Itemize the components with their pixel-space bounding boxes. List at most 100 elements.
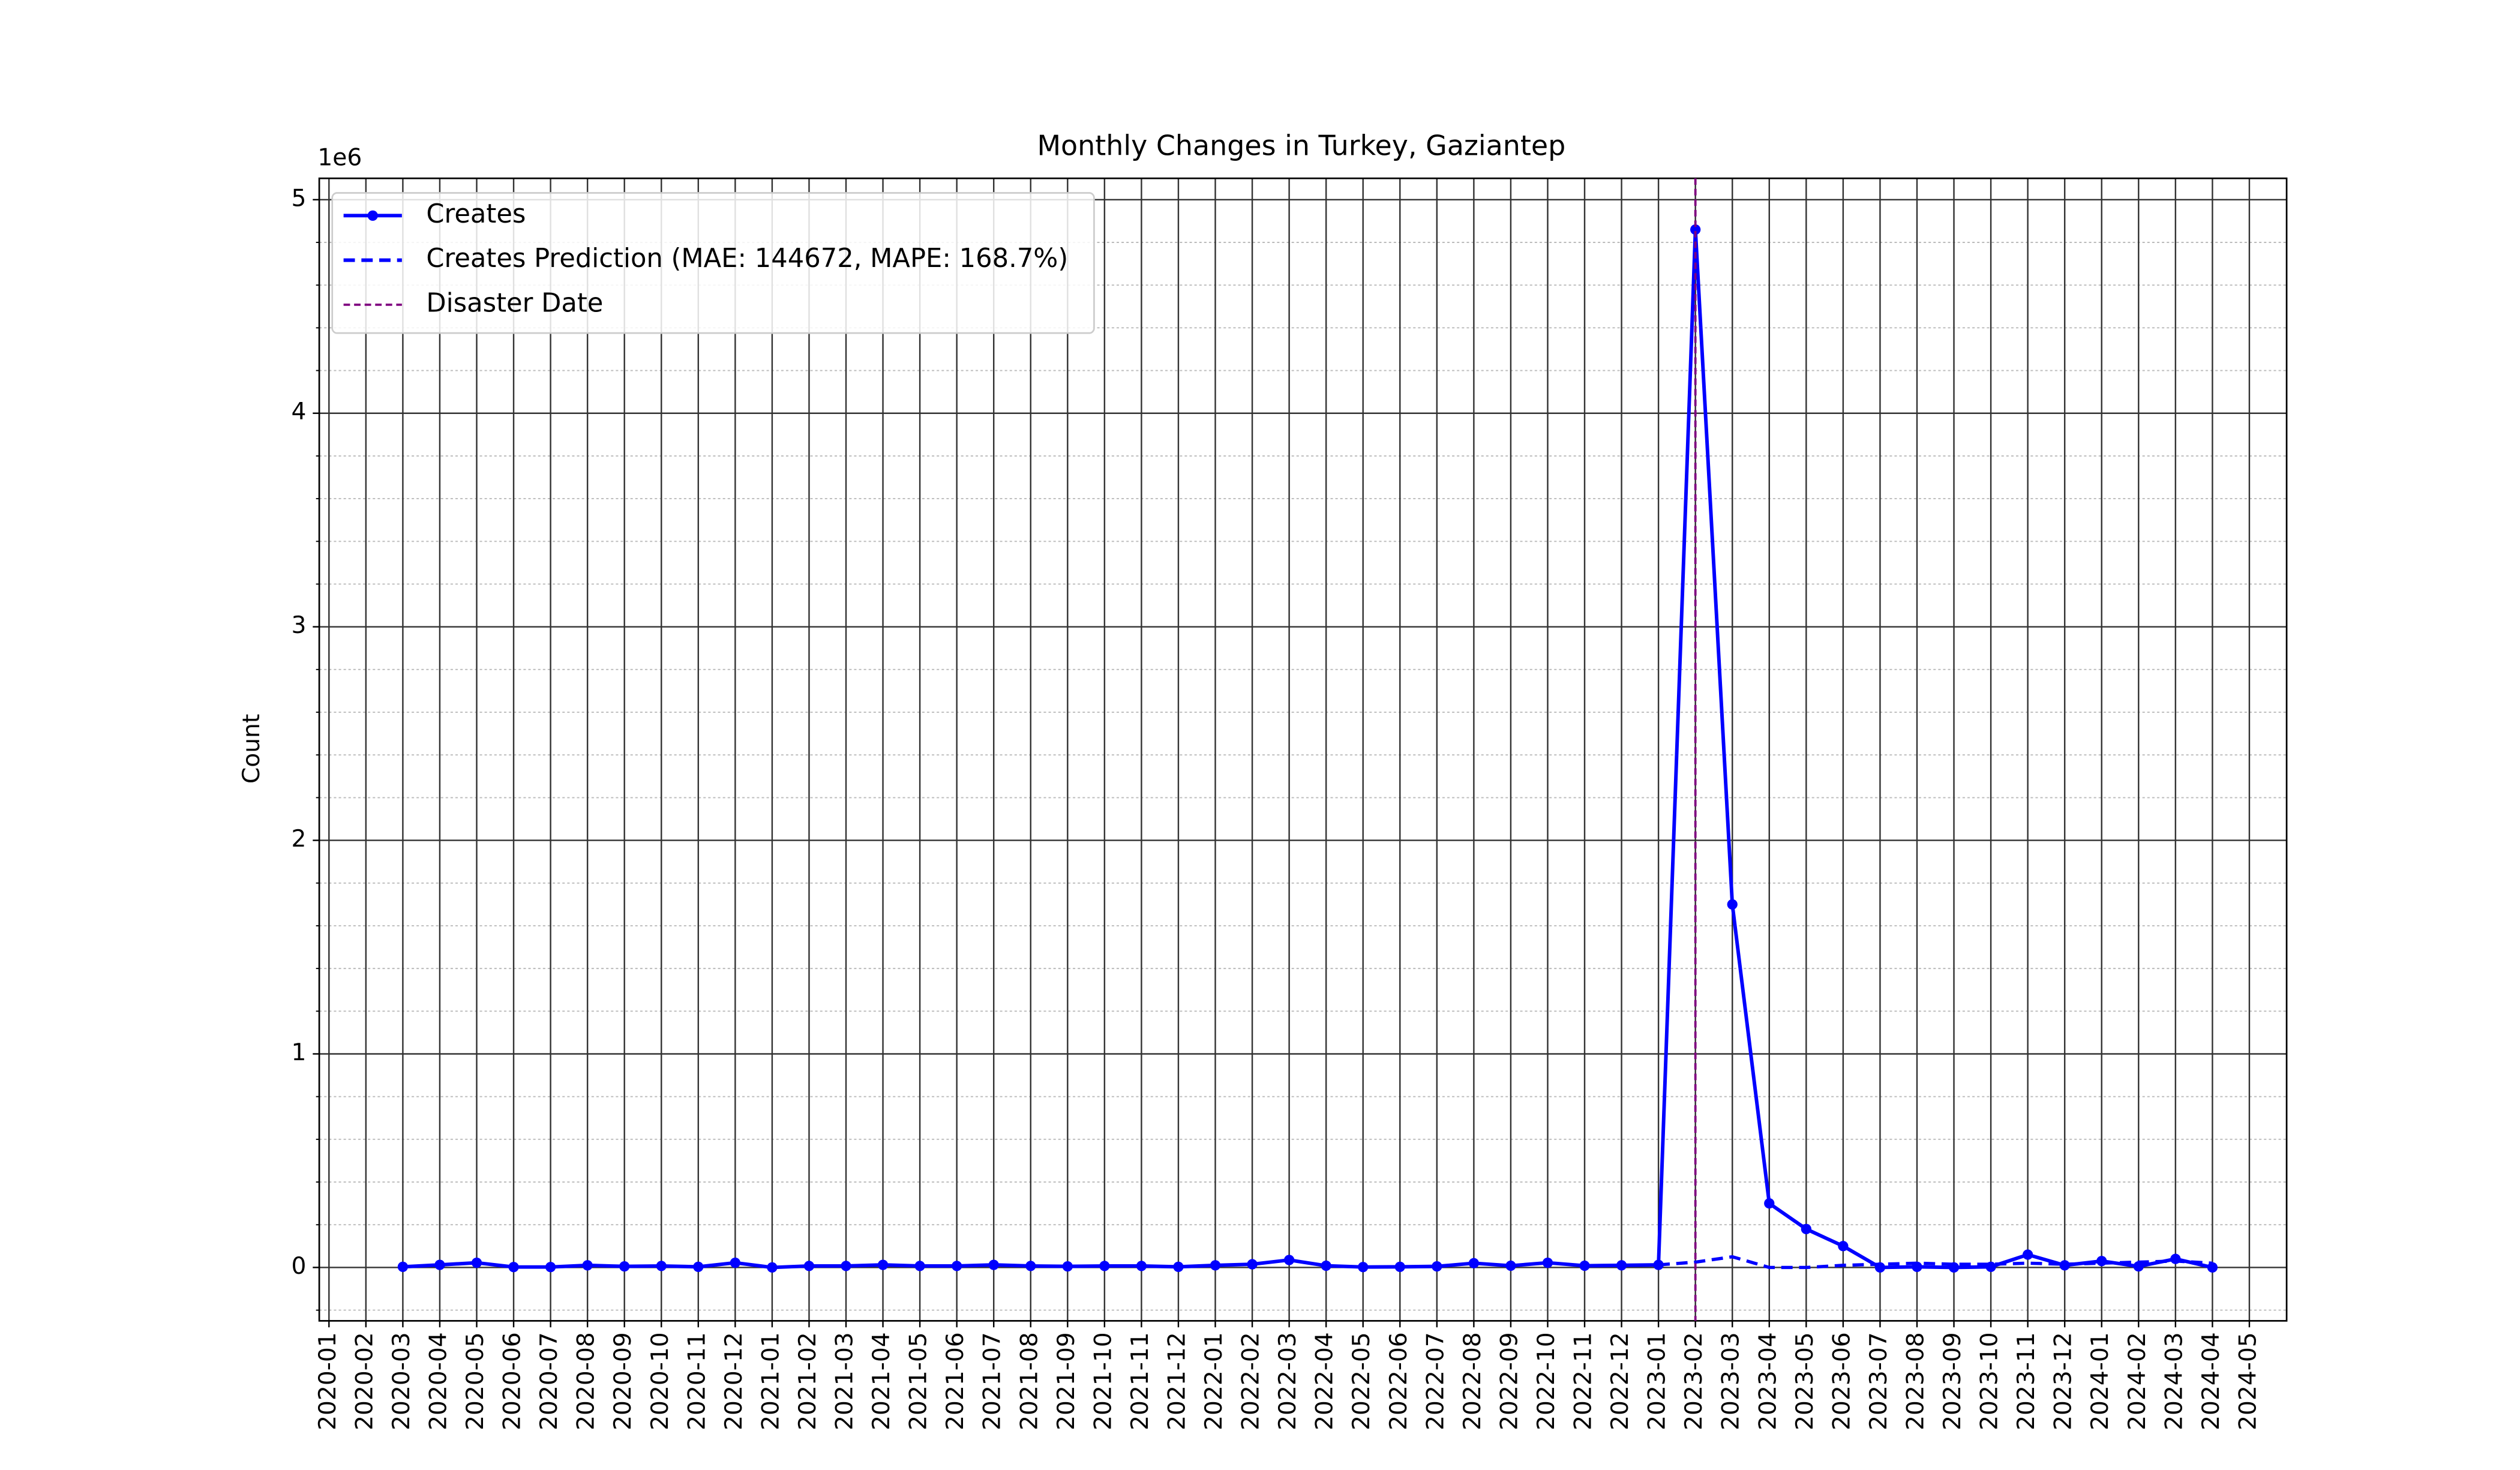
series-line (403, 229, 2213, 1270)
x-tick-label: 2023-11 (2013, 1332, 2040, 1430)
legend: Creates Creates Prediction (MAE: 144672, … (331, 192, 1095, 334)
plot-frame (318, 177, 2288, 1322)
x-tick-label: 2022-08 (1459, 1332, 1486, 1430)
data-point (1394, 1261, 1405, 1272)
x-tick-label: 2024-03 (2161, 1332, 2188, 1430)
x-tick-label: 2024-05 (2234, 1332, 2261, 1430)
data-point (1542, 1257, 1553, 1268)
y-axis-label: Count (238, 714, 265, 784)
y-tick-label: 0 (292, 1253, 307, 1280)
data-point (1579, 1260, 1590, 1271)
legend-marker (367, 210, 378, 221)
data-point (1247, 1259, 1258, 1270)
x-tick-label: 2020-02 (351, 1332, 378, 1430)
x-tick-label: 2022-11 (1570, 1332, 1597, 1430)
data-point (1727, 899, 1738, 910)
x-tick-label: 2021-11 (1127, 1332, 1154, 1430)
data-point (434, 1259, 445, 1270)
data-point (1358, 1262, 1369, 1273)
x-tick-label: 2023-03 (1718, 1332, 1745, 1430)
legend-label: Disaster Date (426, 288, 603, 318)
data-point (1653, 1259, 1664, 1270)
x-tick-label: 2020-07 (536, 1332, 563, 1430)
x-tick-label: 2022-01 (1201, 1332, 1228, 1430)
data-point (1764, 1198, 1775, 1209)
x-tick-label: 2023-02 (1681, 1332, 1708, 1430)
data-point (767, 1262, 778, 1273)
data-point (1505, 1260, 1516, 1271)
data-point (2207, 1262, 2218, 1273)
data-point (988, 1259, 999, 1270)
y-tick-label: 5 (292, 185, 307, 212)
x-tick-label: 2022-03 (1274, 1332, 1301, 1430)
legend-label: Creates Prediction (MAE: 144672, MAPE: 1… (426, 244, 1068, 274)
x-tick-label: 2020-06 (499, 1332, 526, 1430)
x-tick-label: 2020-08 (573, 1332, 600, 1430)
x-tick-label: 2024-02 (2124, 1332, 2151, 1430)
y-tick-label: 4 (292, 398, 307, 425)
x-tick-label: 2021-01 (757, 1332, 784, 1430)
x-tick-label: 2023-05 (1792, 1332, 1819, 1430)
x-tick-label: 2021-10 (1090, 1332, 1117, 1430)
data-point (1136, 1261, 1147, 1271)
data-point (508, 1262, 519, 1273)
chart-title: Monthly Changes in Turkey, Gaziantep (1037, 129, 1565, 161)
x-tick-label: 2021-08 (1016, 1332, 1043, 1430)
x-tick-label: 2021-09 (1053, 1332, 1080, 1430)
x-tick-label: 2022-04 (1312, 1332, 1339, 1430)
data-point (877, 1259, 889, 1270)
x-tick-label: 2023-01 (1644, 1332, 1671, 1430)
y-tick-label: 2 (292, 826, 307, 853)
data-point (730, 1257, 740, 1268)
legend-label: Creates (426, 199, 526, 229)
data-point (1283, 1255, 1295, 1265)
series-line (1658, 1255, 2213, 1270)
x-tick-label: 2023-07 (1865, 1332, 1892, 1430)
x-tick-label: 2021-06 (942, 1332, 969, 1430)
x-tick-label: 2022-02 (1238, 1332, 1265, 1430)
x-tick-label: 2023-09 (1939, 1332, 1966, 1430)
data-point (545, 1262, 556, 1273)
data-point (1838, 1241, 1849, 1252)
data-point (841, 1261, 851, 1271)
x-tick-label: 2021-04 (868, 1332, 895, 1430)
x-tick-label: 2021-07 (979, 1332, 1006, 1430)
data-point (397, 1261, 409, 1272)
data-point (1210, 1260, 1221, 1271)
x-tick-label: 2020-12 (721, 1332, 748, 1430)
x-tick-label: 2024-04 (2198, 1332, 2225, 1430)
data-point (1690, 224, 1701, 235)
data-point (582, 1260, 593, 1271)
x-tick-label: 2023-06 (1828, 1332, 1855, 1430)
data-point (1173, 1261, 1184, 1272)
x-tick-label: 2022-12 (1607, 1332, 1634, 1430)
x-tick-label: 2020-05 (462, 1332, 489, 1430)
x-tick-label: 2024-01 (2087, 1332, 2114, 1430)
x-tick-label: 2023-10 (1976, 1332, 2003, 1430)
data-point (471, 1257, 482, 1268)
data-point (656, 1261, 667, 1271)
data-point (952, 1261, 962, 1271)
data-point (1801, 1223, 1811, 1234)
x-tick-label: 2023-08 (1902, 1332, 1929, 1430)
data-point (1468, 1258, 1480, 1268)
data-point (1099, 1261, 1110, 1271)
x-tick-label: 2022-10 (1533, 1332, 1560, 1430)
x-tick-label: 2022-07 (1422, 1332, 1449, 1430)
x-tick-label: 2021-03 (832, 1332, 859, 1430)
x-tick-label: 2022-05 (1348, 1332, 1375, 1430)
data-point (1321, 1260, 1331, 1271)
x-tick-label: 2020-01 (314, 1332, 341, 1430)
y-tick-label: 1 (292, 1039, 307, 1066)
data-point (693, 1261, 704, 1272)
x-tick-label: 2021-05 (905, 1332, 932, 1430)
data-point (914, 1261, 925, 1271)
x-tick-label: 2022-06 (1385, 1332, 1412, 1430)
x-tick-label: 2020-11 (683, 1332, 710, 1430)
x-tick-label: 2023-12 (2050, 1332, 2077, 1430)
data-point (1025, 1261, 1036, 1271)
x-tick-label: 2020-09 (610, 1332, 637, 1430)
x-tick-label: 2022-09 (1496, 1332, 1523, 1430)
